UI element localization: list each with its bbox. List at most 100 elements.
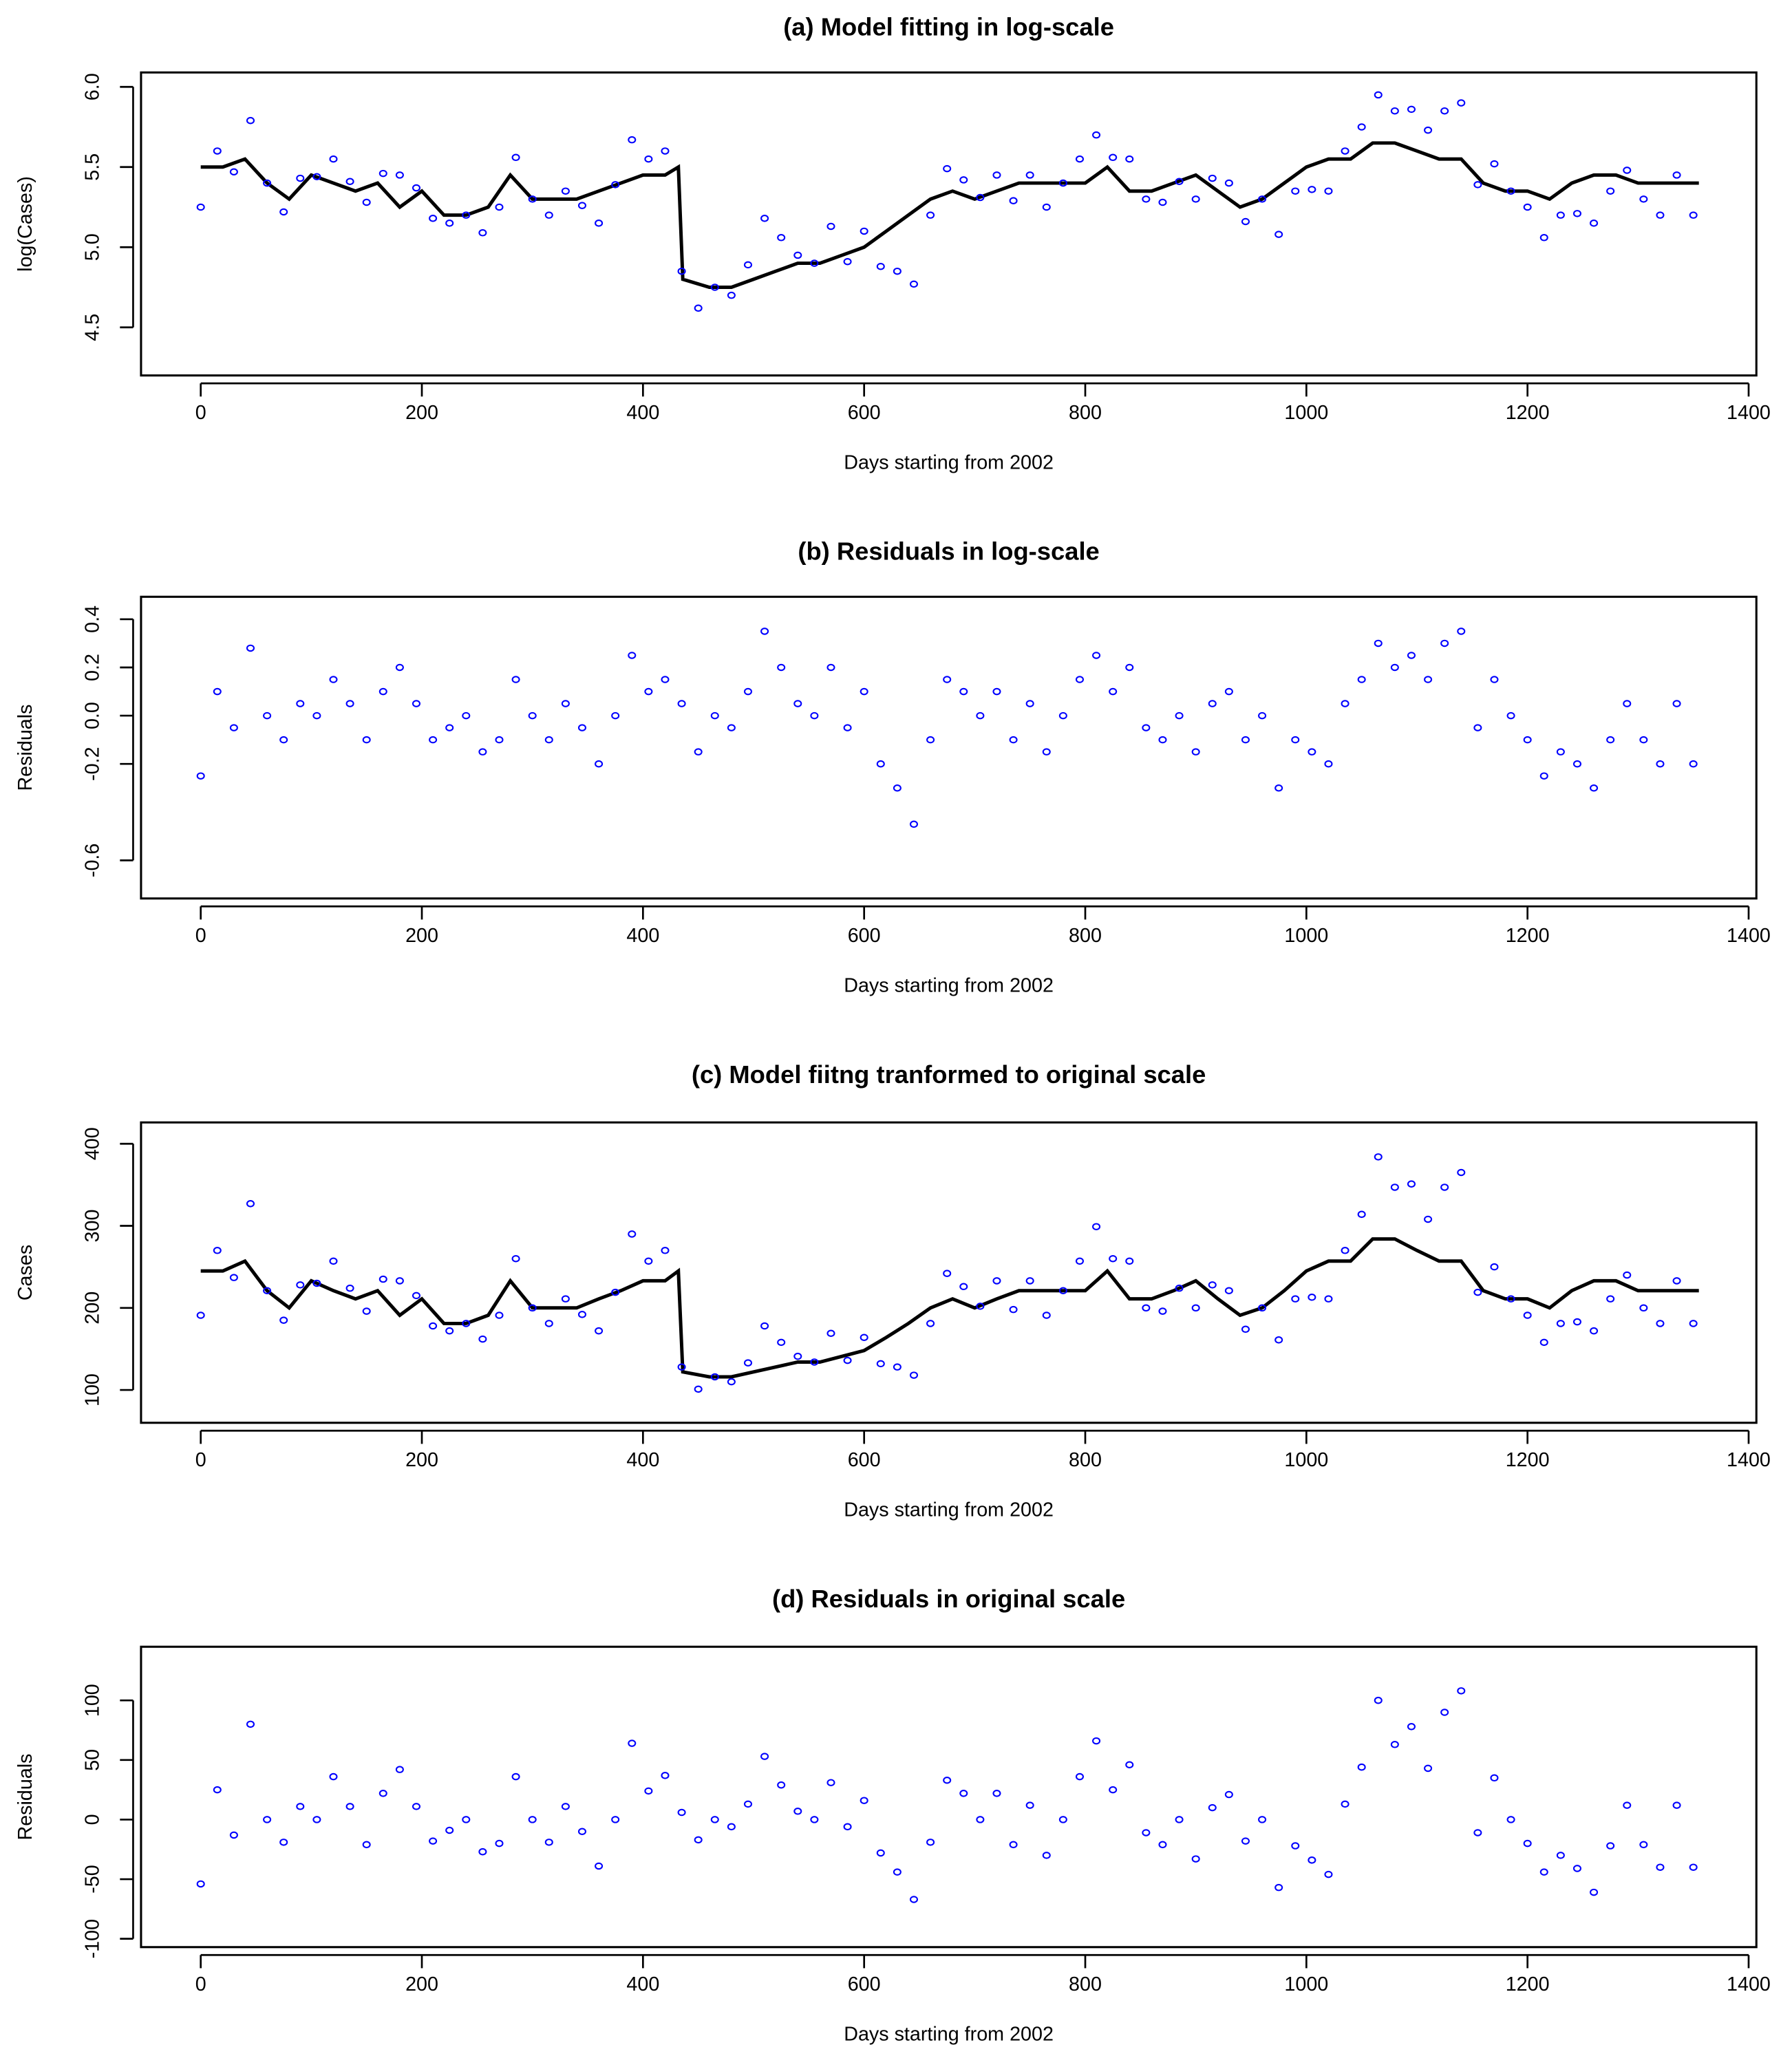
observed-point [345, 178, 354, 186]
observed-point [577, 1311, 587, 1318]
observed-point [1158, 1307, 1167, 1315]
residual-point [495, 1839, 504, 1848]
x-tick-label: 0 [195, 402, 206, 424]
observed-point [511, 1254, 520, 1263]
residual-point [826, 1779, 835, 1786]
residual-point [1539, 772, 1548, 780]
observed-point [1623, 167, 1632, 174]
residual-point [810, 711, 819, 720]
observed-point [1523, 203, 1532, 211]
observed-point [511, 153, 520, 162]
observed-point [1390, 107, 1399, 115]
residual-point [561, 1803, 570, 1810]
residual-point [661, 1772, 670, 1779]
residual-point [395, 1766, 404, 1773]
residual-point [926, 1839, 935, 1846]
observed-point [743, 1359, 753, 1367]
residual-point [1308, 748, 1316, 756]
residual-point [511, 676, 520, 683]
y-axis-label: log(Cases) [14, 176, 36, 272]
x-tick-label: 200 [405, 402, 438, 424]
observed-point [229, 1274, 238, 1281]
observed-point [1374, 91, 1383, 99]
residual-point [1142, 724, 1151, 731]
residual-point [1308, 1856, 1316, 1864]
residual-point [1274, 1883, 1283, 1892]
observed-point [710, 1373, 719, 1381]
observed-point [628, 136, 637, 144]
x-tick-label: 800 [1069, 1973, 1102, 1995]
residual-point [843, 724, 852, 731]
residual-point [1556, 748, 1565, 756]
observed-point [1539, 1338, 1548, 1347]
observed-point [644, 1257, 653, 1265]
observed-point [860, 1334, 868, 1341]
observed-point [1009, 1305, 1018, 1314]
residual-point [1506, 711, 1515, 720]
residual-point [1407, 1723, 1416, 1731]
observed-point [378, 1275, 387, 1283]
observed-point [462, 211, 471, 219]
observed-point [595, 219, 604, 227]
residual-point [478, 748, 487, 756]
residual-point [412, 1803, 421, 1810]
observed-point [1224, 1287, 1233, 1295]
residual-point [1025, 1801, 1034, 1809]
x-axis-label: Days starting from 2002 [844, 2024, 1054, 2046]
observed-point [694, 304, 703, 312]
residual-point [1457, 1687, 1466, 1695]
observed-point [196, 203, 205, 211]
residual-point [1390, 1741, 1399, 1748]
observed-point [1556, 211, 1565, 219]
residual-point [777, 663, 786, 672]
residual-point [793, 700, 802, 707]
residual-point [976, 711, 985, 720]
x-tick-label: 0 [195, 925, 206, 947]
x-tick-label: 400 [626, 1973, 659, 1995]
observed-point [1473, 181, 1482, 189]
panel-c: (c) Model fiitng tranformed to original … [14, 1060, 1771, 1521]
residual-point [992, 687, 1001, 696]
observed-point [893, 267, 902, 275]
residual-point [412, 700, 421, 707]
residual-point [1689, 1863, 1698, 1871]
observed-point [611, 1288, 620, 1296]
residual-point [544, 736, 553, 744]
x-tick-label: 1400 [1727, 402, 1771, 424]
observed-point [826, 1329, 835, 1338]
observed-point [1556, 1320, 1565, 1327]
observed-point [1341, 1247, 1350, 1254]
residual-point [793, 1808, 802, 1815]
y-tick-label: 0.4 [82, 606, 104, 633]
observed-point [495, 203, 504, 211]
observed-point [876, 1360, 885, 1368]
residual-point [943, 1776, 952, 1784]
observed-point [1407, 1180, 1416, 1188]
residual-point [644, 1787, 653, 1795]
observed-point [810, 1358, 819, 1366]
residual-point [876, 760, 885, 768]
x-tick-label: 400 [626, 925, 659, 947]
residual-point [677, 1808, 686, 1817]
observed-point [429, 215, 438, 222]
observed-point [445, 1327, 454, 1335]
y-tick-label: 0.2 [82, 654, 104, 681]
x-tick-label: 600 [848, 1449, 881, 1471]
residual-point [743, 1800, 753, 1808]
observed-point [661, 147, 670, 155]
observed-point [1308, 1294, 1316, 1301]
residual-point [429, 736, 438, 744]
residual-point [1623, 1801, 1632, 1809]
observed-point [1058, 1287, 1067, 1295]
residual-point [462, 1816, 471, 1823]
y-tick-label: 5.5 [82, 153, 104, 181]
residual-point [611, 711, 620, 720]
residual-point [312, 1816, 321, 1823]
x-tick-label: 800 [1069, 402, 1102, 424]
residual-point [213, 687, 222, 696]
observed-point [279, 208, 288, 216]
residual-point [1291, 736, 1300, 744]
residual-point [1390, 663, 1399, 672]
residual-point [1125, 1761, 1134, 1769]
residual-point [760, 628, 769, 635]
